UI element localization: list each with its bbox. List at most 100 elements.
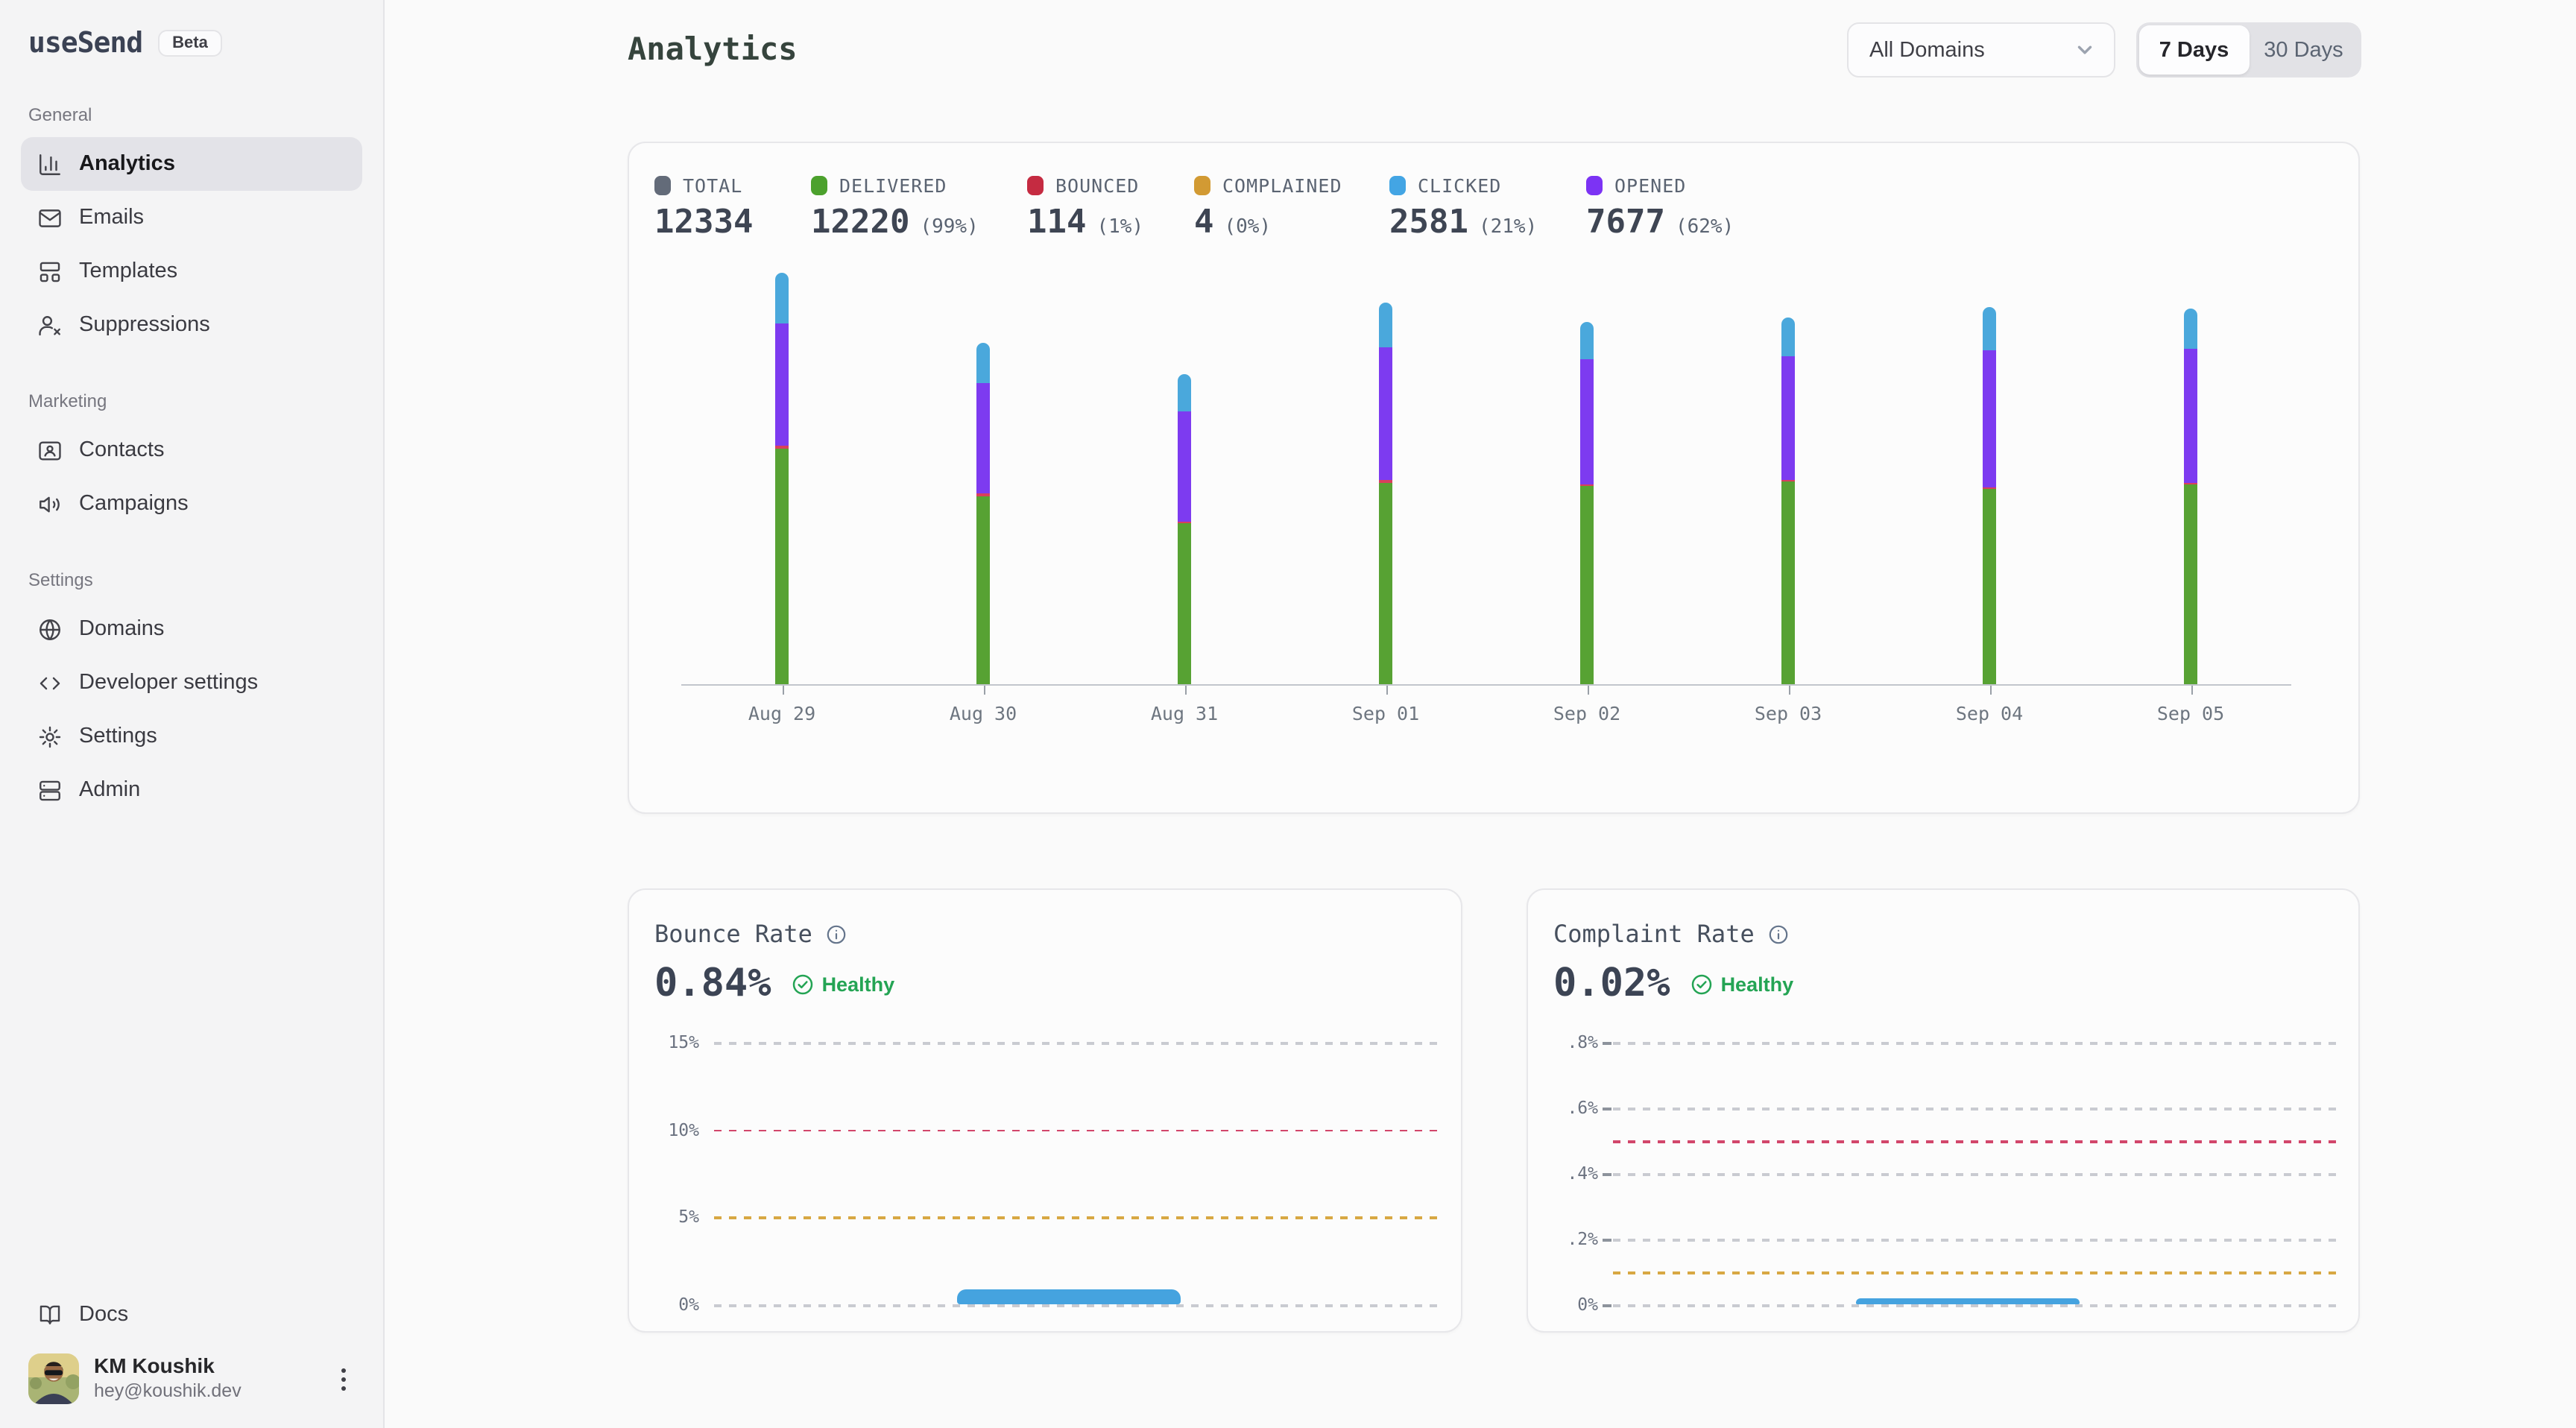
x-axis-tick xyxy=(1386,686,1387,695)
x-axis-tick xyxy=(782,686,783,695)
page-title: Analytics xyxy=(628,31,798,67)
y-axis-label: 0% xyxy=(678,1294,699,1315)
stacked-bar xyxy=(976,343,990,684)
info-icon[interactable] xyxy=(1768,923,1789,944)
stacked-bar xyxy=(1178,373,1191,684)
sidebar-item-label: Templates xyxy=(79,259,178,283)
bar-segment-delivered xyxy=(1379,482,1392,684)
bar-chart-icon xyxy=(40,154,60,174)
app-logo: useSend xyxy=(28,27,143,60)
range-30-days-button[interactable]: 30 Days xyxy=(2249,25,2358,75)
gridline xyxy=(1613,1304,2337,1307)
sidebar-item-label: Analytics xyxy=(79,152,175,176)
bar-segment-opened xyxy=(1983,350,1996,487)
email-volume-chart: Aug 29 Aug 30 Aug 31 Sep 01 Sep 02 Sep 03 Sep … xyxy=(681,267,2291,724)
sidebar-item-label: Contacts xyxy=(79,438,165,462)
user-email: hey@koushik.dev xyxy=(94,1380,242,1401)
stacked-bar xyxy=(1781,317,1795,684)
stat-label: COMPLAINED xyxy=(1222,174,1342,197)
sidebar-item-label: Campaigns xyxy=(79,492,189,516)
bar-segment-opened xyxy=(976,383,990,494)
sidebar-item-campaigns[interactable]: Campaigns xyxy=(21,477,362,531)
bar-segment-opened xyxy=(1580,359,1594,484)
stat-percent: (0%) xyxy=(1224,216,1272,238)
bar-segment-delivered xyxy=(1781,481,1795,684)
bar-segment-opened xyxy=(1178,411,1191,522)
range-7-days-button[interactable]: 7 Days xyxy=(2139,25,2249,75)
sidebar-item-admin[interactable]: Admin xyxy=(21,763,362,817)
threshold-line-red xyxy=(714,1129,1439,1132)
health-status-label: Healthy xyxy=(821,973,895,995)
stat-percent: (62%) xyxy=(1675,216,1734,238)
x-axis-label: Sep 03 xyxy=(1754,702,1822,724)
health-status-label: Healthy xyxy=(1720,973,1794,995)
rate-series-area xyxy=(956,1289,1181,1304)
stat-total: TOTAL 12334 xyxy=(654,174,763,241)
sidebar: useSend Beta General Analytics Emails Te… xyxy=(0,0,385,1428)
user-menu[interactable]: KM Koushik hey@koushik.dev xyxy=(21,1342,362,1413)
bar-segment-clicked xyxy=(1580,321,1594,360)
bounced-dot xyxy=(1027,176,1044,195)
bar-segment-clicked xyxy=(976,343,990,384)
stat-value: 7677 xyxy=(1586,204,1665,241)
x-axis-tick xyxy=(1788,686,1790,695)
stat-percent: (1%) xyxy=(1096,216,1144,238)
total-dot xyxy=(654,176,671,195)
y-axis-tick xyxy=(1603,1108,1611,1110)
y-axis-tick xyxy=(1603,1173,1611,1175)
stat-label: BOUNCED xyxy=(1055,174,1140,197)
sidebar-item-label: Docs xyxy=(79,1303,129,1327)
logo-row: useSend Beta xyxy=(21,27,362,60)
stat-value: 4 xyxy=(1194,204,1214,241)
contact-card-icon xyxy=(39,440,61,460)
opened-dot xyxy=(1586,176,1603,195)
rate-value: 0.02% xyxy=(1553,961,1670,1006)
stacked-bar xyxy=(775,273,789,684)
sidebar-item-docs[interactable]: Docs xyxy=(21,1288,362,1342)
sidebar-item-templates[interactable]: Templates xyxy=(21,244,362,298)
domain-filter-select[interactable]: All Domains xyxy=(1847,22,2115,78)
bar-segment-delivered xyxy=(1580,486,1594,684)
card-title: Complaint Rate xyxy=(1553,920,1755,948)
x-axis-label: Aug 29 xyxy=(748,702,816,724)
stat-percent: (99%) xyxy=(920,216,979,238)
stacked-bar xyxy=(1983,307,1996,684)
sidebar-item-domains[interactable]: Domains xyxy=(21,602,362,656)
bar-segment-clicked xyxy=(1983,307,1996,351)
x-axis-label: Sep 02 xyxy=(1553,702,1621,724)
bar-segment-bounced xyxy=(1379,480,1392,483)
sidebar-item-settings[interactable]: Settings xyxy=(21,710,362,763)
sidebar-item-suppressions[interactable]: Suppressions xyxy=(21,298,362,352)
stat-delivered: DELIVERED 12220 (99%) xyxy=(811,174,979,241)
sidebar-item-emails[interactable]: Emails xyxy=(21,191,362,244)
code-icon xyxy=(40,676,60,689)
bounce-rate-card: Bounce Rate 0.84% Healthy 15% 10% 5% 0% xyxy=(628,888,1462,1333)
gridline xyxy=(1613,1042,2337,1044)
info-icon[interactable] xyxy=(826,923,847,944)
threshold-line-red xyxy=(1613,1140,2337,1143)
sidebar-item-contacts[interactable]: Contacts xyxy=(21,423,362,477)
stat-complained: COMPLAINED 4 (0%) xyxy=(1194,174,1342,241)
y-axis-label: .8% xyxy=(1567,1031,1598,1052)
stat-label: OPENED xyxy=(1614,174,1687,197)
bar-segment-bounced xyxy=(1983,487,1996,489)
bar-segment-delivered xyxy=(775,448,789,684)
check-circle-icon xyxy=(1692,973,1712,994)
y-axis-label: 15% xyxy=(668,1031,699,1052)
stat-value: 2581 xyxy=(1389,204,1468,241)
user-menu-kebab-icon[interactable] xyxy=(331,1362,355,1395)
bar-segment-bounced xyxy=(1781,479,1795,481)
bar-segment-clicked xyxy=(1178,373,1191,412)
gear-icon xyxy=(39,725,61,748)
sidebar-item-analytics[interactable]: Analytics xyxy=(21,137,362,191)
date-range-toggle: 7 Days 30 Days xyxy=(2136,22,2361,78)
sidebar-item-label: Domains xyxy=(79,617,165,641)
bar-segment-opened xyxy=(775,323,789,446)
y-axis-label: .2% xyxy=(1567,1228,1598,1249)
y-axis-label: .6% xyxy=(1567,1097,1598,1118)
y-axis-tick xyxy=(1603,1304,1611,1307)
stat-label: DELIVERED xyxy=(839,174,947,197)
mail-icon xyxy=(39,209,61,227)
sidebar-item-developer-settings[interactable]: Developer settings xyxy=(21,656,362,710)
stat-label: TOTAL xyxy=(683,174,743,197)
